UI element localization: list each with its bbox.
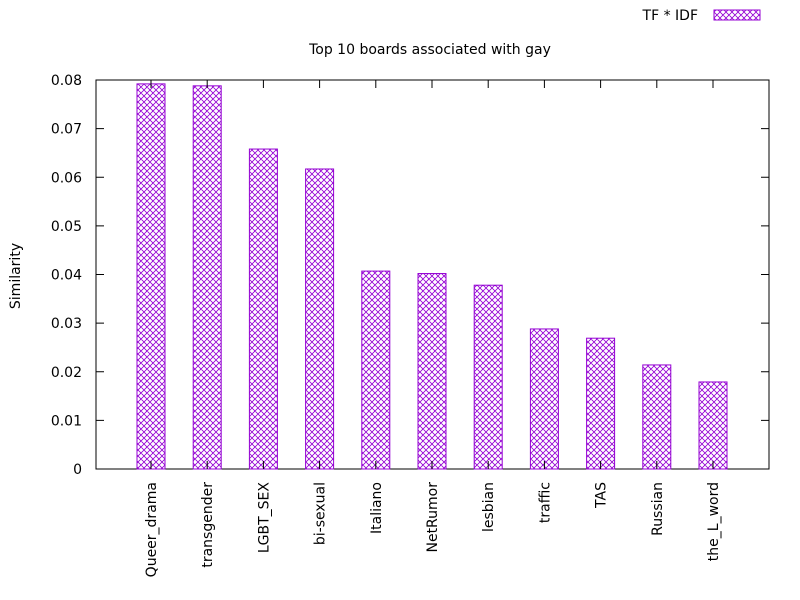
y-tick-label: 0	[73, 462, 82, 478]
legend: TF * IDF	[642, 8, 761, 24]
x-tick-label: LGBT_SEX	[256, 482, 272, 554]
x-tick-label: bi-sexual	[313, 482, 329, 545]
y-tick-label: 0.08	[51, 73, 82, 89]
bar-russian	[642, 364, 672, 470]
bar-transgender	[192, 85, 222, 470]
x-tick-label: transgender	[200, 482, 216, 568]
x-tick-label: TAS	[594, 482, 610, 509]
bar-traffic	[529, 328, 559, 470]
y-tick-label: 0.01	[51, 413, 82, 429]
y-tick-label: 0.03	[51, 316, 82, 332]
y-axis-title: Similarity	[8, 243, 24, 309]
bar-lgbt-sex	[248, 148, 278, 470]
x-tick-label: NetRumor	[425, 482, 441, 553]
bar-netrumor	[417, 273, 447, 470]
bar-tas	[586, 337, 616, 470]
bar-the-l-word	[698, 381, 728, 470]
chart-title: Top 10 boards associated with gay	[308, 42, 551, 58]
x-axis: Queer_drama transgender LGBT_SEX bi-sexual I…	[144, 80, 722, 577]
bar-bi-sexual	[305, 168, 335, 470]
y-tick-label: 0.05	[51, 219, 82, 235]
x-tick-label: lesbian	[481, 482, 497, 532]
x-tick-label: the_L_word	[706, 482, 722, 561]
y-tick-label: 0.07	[51, 122, 82, 138]
y-axis: 0 0.01 0.02 0.03 0.04 0.05 0.06 0.07 0.08	[51, 73, 769, 478]
bar-queer-drama	[136, 83, 166, 470]
bar-lesbian	[473, 284, 503, 470]
x-tick-label: Russian	[650, 482, 666, 536]
legend-swatch	[713, 9, 761, 21]
x-tick-label: traffic	[537, 482, 553, 523]
x-tick-label: Italiano	[369, 482, 385, 534]
y-tick-label: 0.02	[51, 365, 82, 381]
bar-italiano	[361, 270, 391, 470]
x-tick-label: Queer_drama	[144, 482, 160, 577]
y-tick-label: 0.04	[51, 268, 82, 284]
bars	[136, 83, 728, 470]
y-tick-label: 0.06	[51, 170, 82, 186]
legend-label: TF * IDF	[642, 8, 698, 24]
